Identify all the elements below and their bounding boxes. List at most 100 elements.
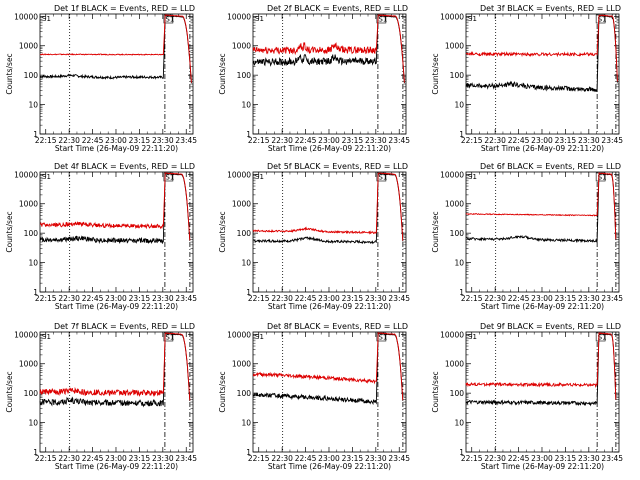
series-line-events	[39, 172, 191, 245]
plot-panel-4: Det 4f BLACK = Events, RED = LLD 1 10 100 10…	[5, 162, 197, 311]
marker-label: S1	[378, 16, 387, 24]
x-tick-label: 23:15	[129, 294, 151, 303]
marker-label-left: S1	[468, 173, 477, 181]
x-tick-label: 22:30	[484, 454, 506, 463]
x-tick-label: 23:15	[555, 294, 577, 303]
x-axis-label: Start Time (26-May-09 22:11:20)	[55, 144, 178, 153]
plot-frame	[39, 13, 194, 135]
y-axis-label: Counts/sec	[5, 211, 14, 252]
x-tick-label: 23:00	[105, 294, 127, 303]
x-tick-label: 23:30	[578, 136, 600, 145]
series-line-events	[39, 14, 192, 84]
plot-panel-9: Det 9f BLACK = Events, RED = LLD 1 10 100 10…	[431, 322, 623, 471]
plot-title: Det 9f BLACK = Events, RED = LLD	[480, 322, 621, 331]
series-line-lld	[465, 14, 618, 82]
x-tick-label: 23:00	[318, 136, 340, 145]
series-line-events	[39, 333, 191, 408]
y-tick-label: 1	[246, 130, 251, 139]
x-tick-label: 22:15	[248, 454, 270, 463]
series-line-events	[465, 14, 618, 93]
x-axis-label: Start Time (26-May-09 22:11:20)	[481, 302, 604, 311]
x-tick-label: 23:45	[388, 454, 410, 463]
series-line-events	[252, 15, 405, 84]
plot-frame	[252, 331, 407, 453]
marker-label-left: S1	[255, 333, 264, 341]
y-tick-label: 10000	[14, 330, 38, 339]
y-tick-label: 10	[28, 259, 38, 268]
series-line-lld	[465, 332, 617, 400]
series-line-lld	[39, 332, 191, 401]
y-tick-label: 10	[241, 259, 251, 268]
x-tick-label: 23:30	[152, 136, 174, 145]
y-tick-label: 100	[450, 389, 465, 398]
series-line-events	[252, 172, 404, 245]
series-line-lld	[252, 331, 404, 401]
series-line-lld	[39, 172, 191, 241]
marker-label-left: S1	[42, 15, 51, 23]
marker-label: S1	[598, 174, 607, 182]
y-axis-label: Counts/sec	[5, 53, 14, 94]
x-tick-label: 22:15	[35, 136, 57, 145]
y-axis-label: Counts/sec	[431, 371, 440, 412]
plot-panel-3: Det 3f BLACK = Events, RED = LLD 1 10 100 10…	[431, 4, 623, 153]
plot-frame	[465, 13, 620, 135]
plot-title: Det 8f BLACK = Events, RED = LLD	[267, 322, 408, 331]
y-tick-label: 10	[454, 101, 464, 110]
y-tick-label: 10000	[440, 12, 464, 21]
x-tick-label: 23:00	[318, 294, 340, 303]
marker-label-left: S1	[255, 173, 264, 181]
plot-panel-2: Det 2f BLACK = Events, RED = LLD 1 10 100 10…	[218, 4, 410, 153]
x-tick-label: 22:15	[35, 454, 57, 463]
x-tick-label: 23:00	[105, 136, 127, 145]
x-tick-label: 22:30	[58, 136, 80, 145]
x-tick-label: 22:45	[295, 136, 317, 145]
plot-title: Det 1f BLACK = Events, RED = LLD	[54, 4, 195, 13]
x-tick-label: 22:15	[248, 294, 270, 303]
plot-title: Det 6f BLACK = Events, RED = LLD	[480, 162, 621, 171]
plot-frame	[252, 13, 407, 135]
x-axis-label: Start Time (26-May-09 22:11:20)	[268, 462, 391, 471]
y-tick-label: 1000	[232, 42, 251, 51]
plot-panel-7: Det 7f BLACK = Events, RED = LLD 1 10 100 10…	[5, 322, 197, 471]
x-tick-label: 23:30	[152, 294, 174, 303]
plot-frame	[465, 331, 620, 453]
y-tick-label: 100	[237, 71, 252, 80]
y-tick-label: 10000	[14, 170, 38, 179]
x-tick-label: 23:00	[105, 454, 127, 463]
series-line-lld	[252, 14, 405, 83]
y-axis-label: Counts/sec	[218, 53, 227, 94]
x-tick-label: 22:15	[461, 294, 483, 303]
x-tick-label: 23:15	[555, 136, 577, 145]
marker-label-left: S1	[42, 333, 51, 341]
y-tick-label: 1000	[19, 360, 38, 369]
x-tick-label: 22:30	[271, 454, 293, 463]
x-tick-label: 22:45	[82, 454, 104, 463]
x-tick-label: 23:45	[601, 454, 623, 463]
y-tick-label: 10	[241, 419, 251, 428]
y-tick-label: 100	[237, 389, 252, 398]
y-tick-label: 10000	[227, 330, 251, 339]
y-tick-label: 100	[450, 229, 465, 238]
x-tick-label: 23:30	[152, 454, 174, 463]
x-axis-label: Start Time (26-May-09 22:11:20)	[55, 302, 178, 311]
x-tick-label: 23:45	[388, 136, 410, 145]
x-axis-label: Start Time (26-May-09 22:11:20)	[481, 144, 604, 153]
x-tick-label: 23:15	[129, 136, 151, 145]
y-tick-label: 10	[241, 101, 251, 110]
x-tick-label: 23:15	[129, 454, 151, 463]
x-tick-label: 22:15	[461, 136, 483, 145]
x-axis-label: Start Time (26-May-09 22:11:20)	[481, 462, 604, 471]
y-tick-label: 1000	[232, 360, 251, 369]
y-tick-label: 1	[246, 448, 251, 457]
x-tick-label: 23:30	[365, 136, 387, 145]
marker-label: S1	[378, 334, 387, 342]
y-tick-label: 100	[237, 229, 252, 238]
marker-label-left: S1	[468, 15, 477, 23]
x-tick-label: 22:30	[271, 294, 293, 303]
x-tick-label: 23:45	[175, 454, 197, 463]
x-tick-label: 23:15	[342, 136, 364, 145]
x-tick-label: 22:45	[508, 136, 530, 145]
marker-label: S1	[165, 16, 174, 24]
plot-panel-6: Det 6f BLACK = Events, RED = LLD 1 10 100 10…	[431, 162, 623, 311]
plot-frame	[465, 171, 620, 293]
